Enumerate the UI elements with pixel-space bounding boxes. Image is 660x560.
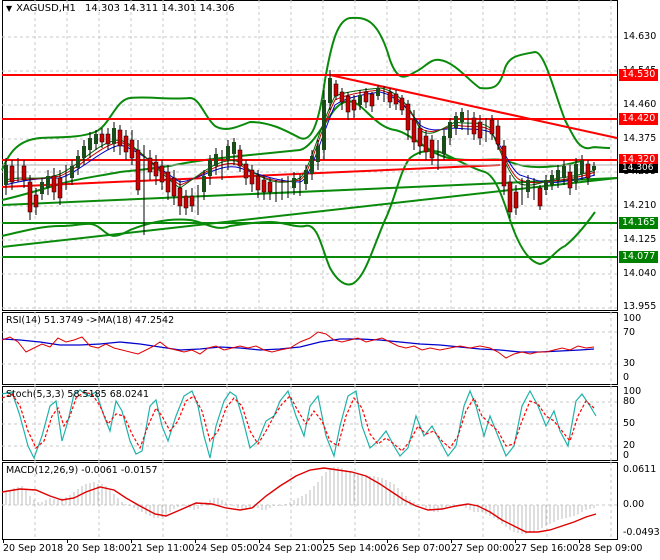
- time-label: 27 Sep 00:00: [451, 543, 515, 554]
- candlesticks: [4, 70, 596, 235]
- stoch-tick: 20: [623, 440, 636, 451]
- resistance-label-14530: 14.530: [619, 69, 658, 81]
- resistance-label-14320: 14.320: [619, 154, 658, 166]
- time-label: 24 Sep 05:00: [195, 543, 259, 554]
- stochastic-canvas: [1, 386, 617, 461]
- stoch-tick: 100: [623, 386, 642, 397]
- green-trendline-lower: [1, 177, 618, 248]
- bear-candles: [9, 83, 591, 213]
- stoch-tick: 0: [623, 450, 630, 461]
- time-label: 25 Sep 14:00: [323, 543, 387, 554]
- rsi-tick: 30: [623, 358, 636, 369]
- support-label-14077: 14.077: [619, 251, 658, 263]
- rsi-tick: 100: [623, 313, 642, 324]
- rsi-title: RSI(14) 51.3749 ->MA(18) 47.2542: [6, 315, 175, 326]
- macd-signal-line: [1, 467, 597, 533]
- rsi-line: [1, 331, 595, 359]
- resistance-label-14420: 14.420: [619, 113, 658, 125]
- price-tick: 14.460: [623, 99, 657, 110]
- macd-tick: 0.0611: [623, 464, 657, 475]
- stoch-tick: 80: [623, 396, 636, 407]
- macd-tick: -0.0493: [623, 527, 660, 538]
- rsi-canvas: [1, 312, 617, 385]
- triangle-down-icon[interactable]: ▼: [6, 4, 13, 13]
- macd-canvas: [1, 462, 617, 540]
- stochastic-panel[interactable]: Stoch(5,3,3) 58.5185 68.0241 100 80 50 2…: [0, 386, 660, 461]
- chart-title[interactable]: ▼ XAGUSD,H1 14.303 14.311 14.301 14.306: [6, 3, 235, 14]
- price-tick: 13.955: [623, 301, 657, 312]
- time-label: 20 Sep 2018: [3, 543, 64, 554]
- macd-title: MACD(12,26,9) -0.0061 -0.0157: [6, 465, 158, 476]
- time-label: 27 Sep 16:00: [515, 543, 579, 554]
- price-tick: 14.040: [623, 268, 657, 279]
- support-trendlines: [1, 177, 618, 258]
- rsi-tick: 70: [623, 327, 636, 338]
- rsi-ma-line: [1, 338, 595, 353]
- green-trendline-upper: [1, 177, 618, 206]
- current-price-label: 14.306: [619, 164, 658, 173]
- rsi-tick: 0: [623, 372, 630, 383]
- price-tick: 14.210: [623, 200, 657, 211]
- price-tick: 14.375: [623, 133, 657, 144]
- macd-tick: 0.00: [623, 499, 645, 510]
- support-label-14165: 14.165: [619, 217, 658, 229]
- symbol-label: XAGUSD,H1: [16, 3, 76, 14]
- main-chart-panel[interactable]: ▼ XAGUSD,H1 14.303 14.311 14.301 14.306 1…: [0, 0, 660, 312]
- stoch-tick: 50: [623, 418, 636, 429]
- main-chart-canvas[interactable]: [0, 0, 660, 311]
- main-grid: [2, 0, 617, 311]
- time-label: 20 Sep 18:00: [67, 543, 131, 554]
- price-tick: 14.630: [623, 31, 657, 42]
- rsi-panel[interactable]: RSI(14) 51.3749 ->MA(18) 47.2542 100 70 …: [0, 312, 660, 385]
- time-label: 28 Sep 09:00: [579, 543, 643, 554]
- macd-histogram: [5, 467, 595, 534]
- time-label: 21 Sep 11:00: [131, 543, 195, 554]
- time-label: 26 Sep 07:00: [387, 543, 451, 554]
- stoch-title: Stoch(5,3,3) 58.5185 68.0241: [6, 389, 150, 400]
- bull-candles: [4, 78, 596, 194]
- price-tick: 14.125: [623, 234, 657, 245]
- ohlc-values: 14.303 14.311 14.301 14.306: [85, 3, 235, 14]
- time-label: 24 Sep 21:00: [259, 543, 323, 554]
- stoch-signal-line: [1, 391, 595, 452]
- macd-panel[interactable]: MACD(12,26,9) -0.0061 -0.0157 0.0611 0.0…: [0, 462, 660, 540]
